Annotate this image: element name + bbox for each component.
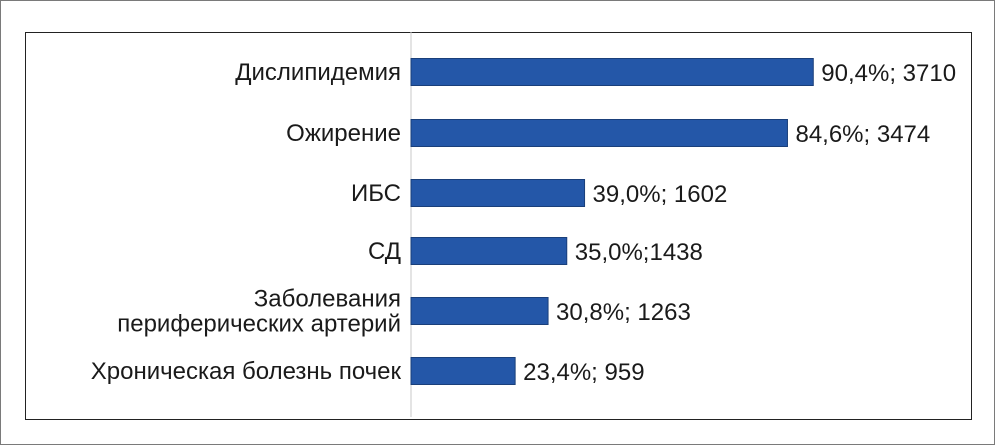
data-label: 84,6%; 3474 bbox=[795, 121, 930, 148]
bar bbox=[410, 297, 549, 325]
bar bbox=[410, 119, 788, 147]
category-label: ИБС bbox=[351, 180, 401, 207]
data-label: 30,8%; 1263 bbox=[556, 299, 691, 326]
data-label: 39,0%; 1602 bbox=[593, 181, 728, 208]
category-label: СД bbox=[368, 238, 401, 265]
category-label: Хроническая болезнь почек bbox=[91, 358, 402, 385]
category-label: Заболевания bbox=[254, 286, 401, 313]
bar bbox=[410, 179, 586, 207]
category-label: Дислипидемия bbox=[235, 59, 401, 86]
data-label: 23,4%; 959 bbox=[523, 359, 644, 386]
chart-area bbox=[25, 32, 972, 420]
data-label: 35,0%;1438 bbox=[575, 239, 703, 266]
category-label: Ожирение bbox=[286, 120, 401, 147]
category-label: периферических артерий bbox=[117, 311, 401, 338]
bar bbox=[410, 237, 568, 265]
bar bbox=[410, 357, 516, 385]
bar bbox=[410, 58, 814, 86]
data-label: 90,4%; 3710 bbox=[821, 60, 956, 87]
